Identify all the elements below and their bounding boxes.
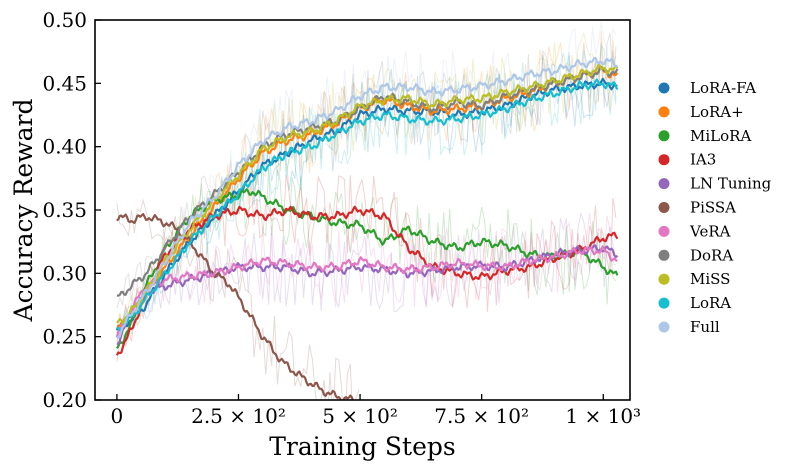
- legend-label: IA3: [690, 151, 716, 169]
- legend-marker: [658, 202, 670, 213]
- series-line-pissa: [116, 213, 354, 400]
- legend-item-dora: DoRA: [658, 246, 733, 264]
- legend-label: VeRA: [689, 222, 731, 240]
- x-tick-label: 7.5 × 10²: [434, 404, 529, 428]
- x-tick-label: 0: [111, 404, 124, 428]
- legend-item-full: Full: [658, 318, 720, 336]
- legend-marker: [658, 178, 670, 190]
- series-layer: [115, 56, 619, 400]
- legend-item-pissa: PiSSA: [658, 199, 736, 217]
- y-tick-label: 0.35: [42, 198, 87, 222]
- legend-item-lora: LoRA: [658, 294, 731, 312]
- tick-layer: 0.20 0.25 0.30 0.35 0.40 0.45 0.50 0 2.5 × 10² 5 …: [42, 8, 641, 428]
- legend-label: DoRA: [690, 246, 733, 264]
- legend-label: MiLoRA: [690, 127, 751, 145]
- series-line-lora: [116, 65, 619, 328]
- series-raw-milora: [116, 167, 617, 346]
- legend-item-lora-fa: LoRA-FA: [658, 79, 756, 97]
- legend-marker: [658, 225, 670, 237]
- legend-marker: [658, 297, 670, 309]
- y-tick-label: 0.50: [42, 8, 87, 32]
- legend-marker: [658, 321, 670, 333]
- y-tick-label: 0.20: [42, 388, 87, 412]
- legend-label: PiSSA: [690, 199, 736, 217]
- legend-item-lora: LoRA+: [658, 103, 744, 121]
- y-tick-label: 0.45: [42, 71, 87, 95]
- legend-marker: [658, 106, 670, 118]
- x-tick-label: 5 × 10²: [322, 404, 398, 428]
- legend-item-ia3: IA3: [658, 151, 716, 169]
- series-line-milora: [115, 188, 619, 349]
- y-tick-label: 0.40: [42, 135, 87, 159]
- series-line-full: [116, 56, 619, 339]
- legend-item-miss: MiSS: [658, 270, 730, 288]
- legend-marker: [658, 82, 670, 94]
- legend-item-ln-tuning: LN Tuning: [658, 175, 772, 193]
- legend-marker: [658, 154, 670, 166]
- legend-item-vera: VeRA: [658, 222, 731, 240]
- series-line-vera: [115, 245, 618, 338]
- x-tick-label: 1 × 10³: [565, 404, 641, 428]
- legend-label: LoRA: [690, 294, 731, 312]
- legend-item-milora: MiLoRA: [658, 127, 751, 145]
- series-raw-lora-fa: [116, 50, 617, 337]
- x-tick-label: 2.5 × 10²: [191, 404, 286, 428]
- legend-label: Full: [690, 318, 720, 336]
- legend-label: MiSS: [690, 270, 730, 288]
- y-axis-label: Accuracy Reward: [9, 99, 38, 323]
- legend-label: LoRA-FA: [690, 79, 756, 97]
- legend-label: LoRA+: [690, 103, 744, 121]
- series-raw-pissa: [116, 198, 360, 400]
- series-line-ln-tuning: [116, 244, 619, 345]
- x-axis-label: Training Steps: [269, 432, 455, 461]
- legend-label: LN Tuning: [690, 175, 772, 193]
- y-tick-label: 0.30: [42, 261, 87, 285]
- series-line-lora: [116, 78, 619, 333]
- legend-marker: [658, 249, 670, 261]
- legend-marker: [658, 273, 670, 285]
- y-tick-label: 0.25: [42, 325, 87, 349]
- legend: LoRA-FA LoRA+ MiLoRA IA3 LN Tuning PiSSA VeRA D…: [658, 79, 772, 336]
- legend-marker: [658, 130, 670, 142]
